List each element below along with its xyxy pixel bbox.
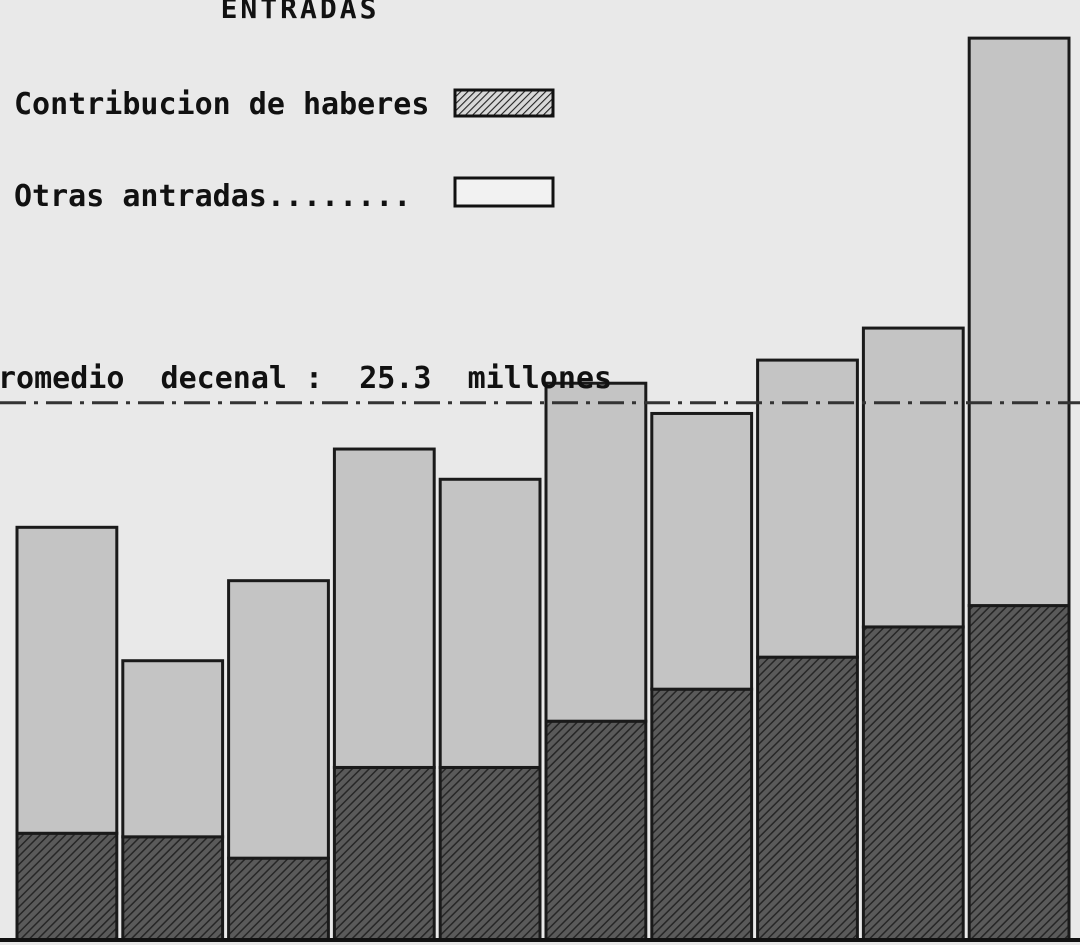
chart-title: ENTRADAS <box>221 0 380 25</box>
bars-group <box>15 36 1071 942</box>
reference-line-label: romedio decenal : 25.3 millones <box>0 361 612 396</box>
bar-otras-1 <box>15 525 119 835</box>
bar-otras-10 <box>967 36 1071 608</box>
bar-contribucion-5 <box>438 765 542 942</box>
bar-otras-4 <box>332 447 436 769</box>
bar-contribucion-4 <box>332 765 436 942</box>
bar-contribucion-10 <box>967 604 1071 942</box>
bar-otras-9 <box>861 326 965 629</box>
bar-contribucion-1 <box>15 831 119 942</box>
legend-swatch-hatched <box>453 88 555 118</box>
bar-otras-8 <box>756 358 859 659</box>
legend-label-otras: Otras antradas........ <box>14 179 411 214</box>
legend-label-contribucion: Contribucion de haberes <box>14 87 429 122</box>
bar-contribucion-7 <box>650 687 754 942</box>
bar-contribucion-3 <box>227 856 330 942</box>
bar-otras-3 <box>227 579 330 860</box>
legend: Contribucion de haberes Otras antradas..… <box>14 87 555 214</box>
legend-swatch-plain <box>453 176 555 208</box>
bar-otras-2 <box>121 659 225 839</box>
bar-contribucion-2 <box>121 835 225 942</box>
bar-otras-7 <box>650 411 754 691</box>
bar-otras-6 <box>544 381 648 723</box>
bar-contribucion-9 <box>861 625 965 942</box>
bar-otras-5 <box>438 477 542 769</box>
bar-contribucion-8 <box>756 655 859 942</box>
bar-contribucion-6 <box>544 719 648 942</box>
